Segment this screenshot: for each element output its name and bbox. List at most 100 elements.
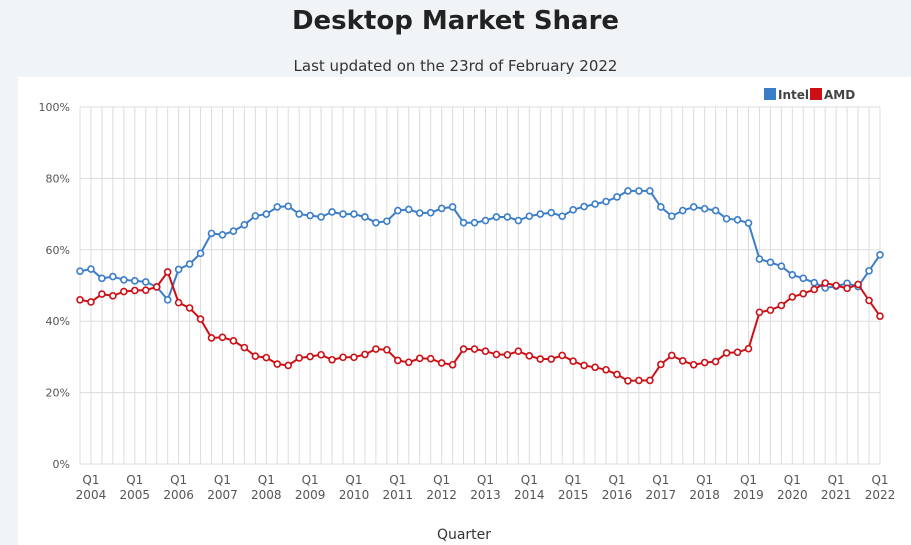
data-point-amd[interactable]	[744, 344, 753, 353]
data-point-intel[interactable]	[470, 218, 479, 227]
data-point-intel[interactable]	[558, 212, 566, 221]
data-point-amd[interactable]	[262, 353, 271, 362]
data-point-intel[interactable]	[229, 227, 238, 236]
legend-swatch-intel[interactable]	[764, 88, 776, 100]
data-point-intel[interactable]	[580, 202, 588, 211]
data-point-intel[interactable]	[547, 208, 556, 217]
data-point-amd[interactable]	[525, 352, 534, 360]
data-point-amd[interactable]	[141, 286, 150, 294]
data-point-amd[interactable]	[448, 360, 457, 369]
data-point-amd[interactable]	[700, 358, 709, 367]
data-point-intel[interactable]	[350, 210, 358, 218]
data-point-intel[interactable]	[657, 203, 665, 211]
data-point-amd[interactable]	[295, 354, 303, 362]
data-point-amd[interactable]	[492, 350, 501, 359]
data-point-amd[interactable]	[130, 286, 139, 295]
data-point-amd[interactable]	[755, 308, 764, 317]
data-point-amd[interactable]	[383, 345, 391, 354]
data-point-amd[interactable]	[591, 363, 599, 372]
data-point-intel[interactable]	[635, 187, 643, 195]
data-point-intel[interactable]	[722, 214, 731, 223]
data-point-amd[interactable]	[777, 301, 786, 310]
data-point-intel[interactable]	[678, 206, 687, 215]
data-point-intel[interactable]	[700, 204, 709, 213]
data-point-amd[interactable]	[788, 293, 797, 301]
data-point-intel[interactable]	[459, 218, 468, 227]
data-point-amd[interactable]	[657, 360, 665, 369]
data-point-intel[interactable]	[174, 265, 183, 274]
data-point-amd[interactable]	[733, 348, 742, 357]
data-point-amd[interactable]	[646, 376, 654, 385]
data-point-amd[interactable]	[273, 360, 282, 368]
data-point-amd[interactable]	[613, 370, 621, 379]
data-point-intel[interactable]	[76, 267, 84, 276]
data-point-intel[interactable]	[799, 274, 808, 283]
data-point-amd[interactable]	[306, 352, 314, 361]
data-point-amd[interactable]	[361, 350, 369, 359]
data-point-amd[interactable]	[404, 358, 413, 367]
data-point-intel[interactable]	[383, 217, 391, 226]
data-point-intel[interactable]	[273, 203, 282, 211]
legend-label-intel[interactable]: Intel	[778, 88, 809, 102]
data-point-amd[interactable]	[854, 280, 862, 289]
data-point-amd[interactable]	[251, 352, 260, 360]
data-point-amd[interactable]	[426, 354, 435, 363]
data-point-intel[interactable]	[306, 211, 314, 220]
data-point-amd[interactable]	[437, 359, 446, 367]
data-point-intel[interactable]	[207, 229, 216, 238]
data-point-intel[interactable]	[404, 205, 413, 214]
data-point-amd[interactable]	[470, 345, 479, 353]
data-point-intel[interactable]	[514, 216, 523, 225]
data-point-intel[interactable]	[525, 212, 534, 221]
data-point-amd[interactable]	[152, 283, 161, 291]
data-point-amd[interactable]	[876, 312, 884, 321]
data-point-amd[interactable]	[766, 306, 775, 314]
data-point-intel[interactable]	[711, 206, 720, 215]
data-point-amd[interactable]	[174, 298, 183, 307]
data-point-amd[interactable]	[415, 354, 424, 363]
data-point-intel[interactable]	[744, 219, 753, 227]
data-point-intel[interactable]	[317, 213, 325, 221]
data-point-amd[interactable]	[678, 357, 687, 365]
data-point-amd[interactable]	[163, 268, 172, 276]
data-point-amd[interactable]	[711, 357, 720, 366]
data-point-amd[interactable]	[120, 287, 128, 296]
data-point-intel[interactable]	[733, 216, 742, 224]
data-point-intel[interactable]	[481, 216, 490, 225]
data-point-amd[interactable]	[372, 345, 380, 353]
data-point-amd[interactable]	[832, 281, 840, 290]
data-point-intel[interactable]	[613, 193, 621, 201]
data-point-intel[interactable]	[87, 265, 95, 273]
data-point-intel[interactable]	[624, 187, 632, 195]
legend[interactable]: Intel AMD	[764, 88, 855, 102]
data-point-amd[interactable]	[843, 284, 851, 293]
data-point-intel[interactable]	[372, 218, 380, 227]
data-point-intel[interactable]	[394, 206, 402, 215]
data-point-amd[interactable]	[503, 350, 512, 359]
data-point-amd[interactable]	[240, 343, 249, 352]
data-point-intel[interactable]	[448, 203, 457, 211]
data-point-amd[interactable]	[547, 355, 556, 363]
data-point-intel[interactable]	[141, 278, 150, 286]
data-point-intel[interactable]	[109, 272, 117, 281]
data-point-intel[interactable]	[777, 262, 786, 271]
data-point-amd[interactable]	[218, 333, 227, 342]
data-point-intel[interactable]	[295, 210, 303, 218]
data-point-intel[interactable]	[361, 213, 369, 221]
data-point-intel[interactable]	[262, 210, 271, 218]
data-point-intel[interactable]	[591, 200, 599, 208]
data-point-intel[interactable]	[503, 213, 512, 221]
legend-swatch-amd[interactable]	[810, 88, 822, 100]
data-point-amd[interactable]	[459, 345, 468, 353]
data-point-intel[interactable]	[130, 277, 139, 285]
data-point-amd[interactable]	[722, 349, 731, 357]
data-point-intel[interactable]	[185, 260, 194, 268]
data-point-amd[interactable]	[196, 315, 205, 323]
data-point-intel[interactable]	[646, 187, 654, 195]
data-point-amd[interactable]	[481, 347, 490, 355]
data-point-amd[interactable]	[624, 377, 632, 385]
legend-label-amd[interactable]: AMD	[824, 88, 855, 102]
data-point-amd[interactable]	[229, 337, 238, 345]
data-point-amd[interactable]	[810, 285, 819, 294]
data-point-intel[interactable]	[415, 209, 424, 217]
